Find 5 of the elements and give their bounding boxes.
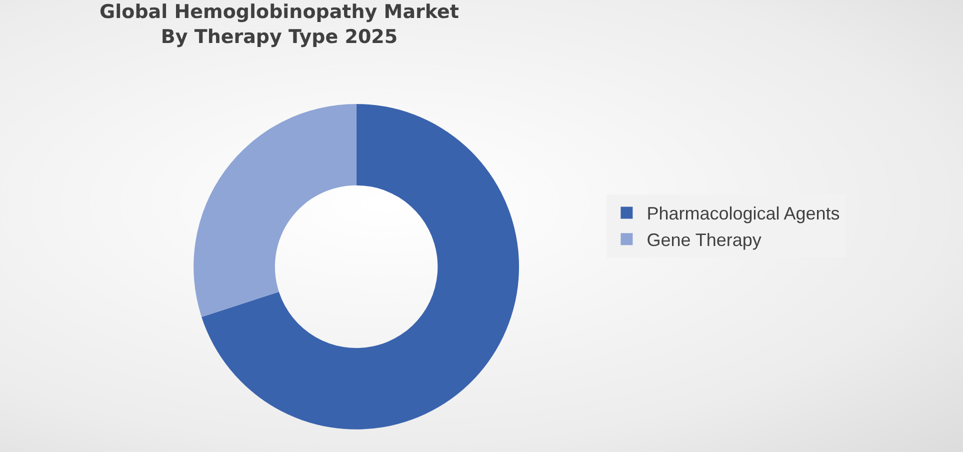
donut-slice: [194, 104, 356, 317]
chart-title: Global Hemoglobinopathy Market By Therapy Type 2025: [100, 1, 459, 48]
donut-slice: [202, 104, 519, 430]
legend-label: Pharmacological Agents: [646, 204, 840, 224]
legend-label: Gene Therapy: [646, 230, 762, 250]
